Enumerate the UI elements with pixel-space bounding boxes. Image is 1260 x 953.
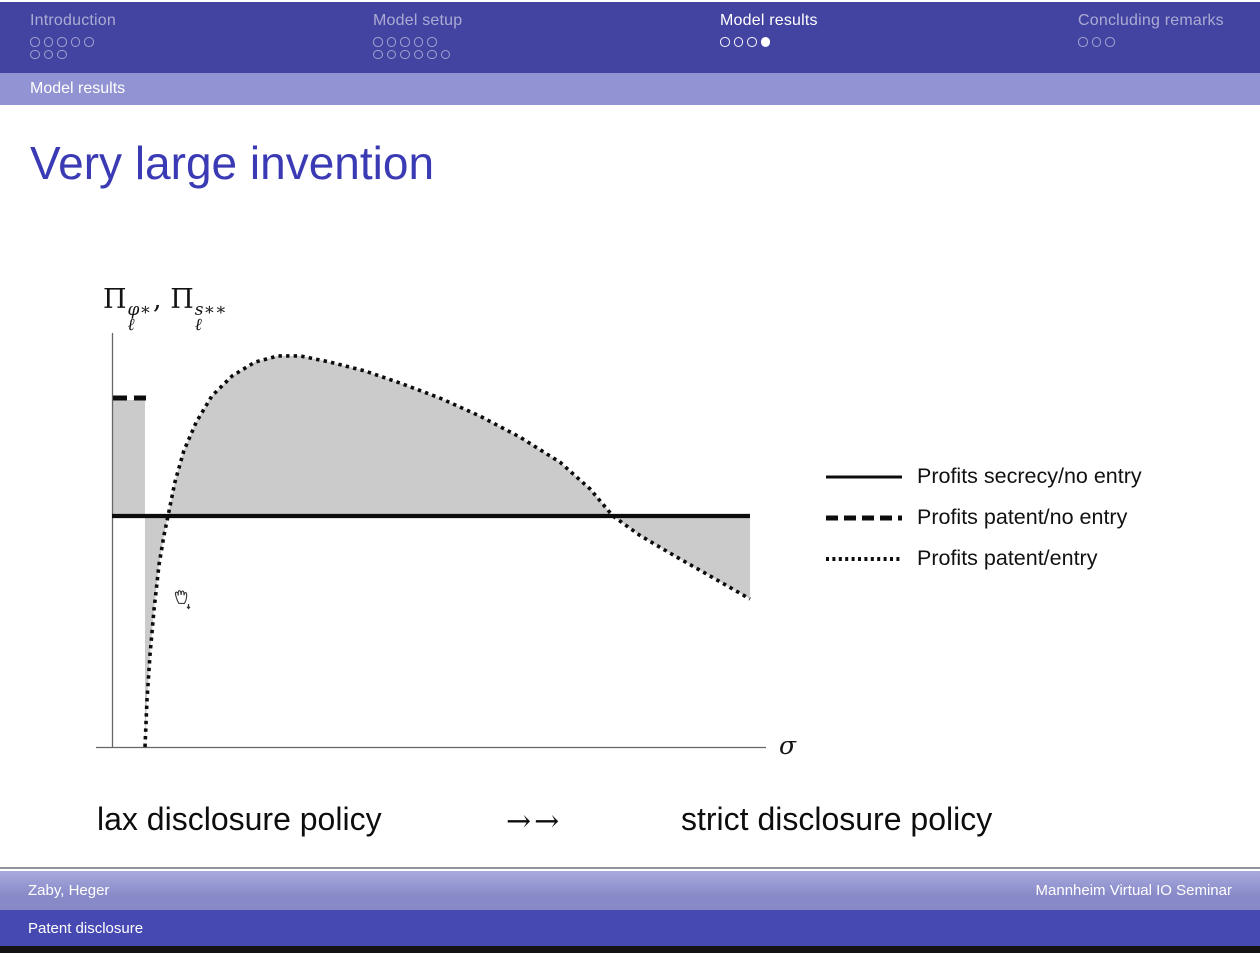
nav-section-label[interactable]: Concluding remarks — [1078, 12, 1224, 29]
section-bar-label: Model results — [30, 80, 126, 97]
nav-dot[interactable] — [84, 37, 94, 47]
shade-left-rectangle — [113, 400, 145, 515]
nav-dot[interactable] — [400, 49, 410, 59]
nav-section-model-setup[interactable]: Model setup — [373, 12, 462, 62]
nav-dot[interactable] — [43, 49, 53, 59]
nav-dots-introduction[interactable] — [30, 37, 116, 59]
footer-short-title: Patent disclosure — [28, 919, 144, 937]
legend-label: Profits secrecy/no entry — [917, 464, 1142, 488]
dotted-line-sample — [826, 556, 902, 561]
nav-dot[interactable] — [1078, 37, 1088, 47]
shade-main-lobe — [168, 355, 613, 516]
nav-dot[interactable] — [43, 37, 53, 47]
nav-dot[interactable] — [30, 49, 40, 59]
nav-dot[interactable] — [413, 37, 423, 47]
nav-bar: Introduction Model setup Model results C… — [0, 2, 1260, 73]
nav-dot[interactable] — [386, 37, 396, 47]
nav-dot[interactable] — [400, 37, 410, 47]
profits-patent-entry-curve — [143, 354, 751, 748]
nav-dot[interactable] — [427, 37, 437, 47]
window-bottom-edge — [0, 946, 1260, 953]
shade-right-triangle — [612, 516, 750, 599]
footer-authors-bar: Zaby, Heger Mannheim Virtual IO Seminar — [0, 871, 1260, 910]
nav-dot[interactable] — [57, 37, 67, 47]
nav-dot[interactable] — [747, 37, 757, 47]
nav-dot[interactable] — [760, 37, 770, 47]
legend-label: Profits patent/entry — [917, 546, 1098, 570]
nav-section-label[interactable]: Model setup — [373, 12, 463, 29]
footer-divider — [0, 867, 1260, 869]
nav-dots-concluding-remarks[interactable] — [1078, 37, 1224, 47]
legend-row-patent-no-entry: Profits patent/no entry — [824, 497, 1142, 538]
nav-dot[interactable] — [413, 49, 423, 59]
caption-lax-policy: lax disclosure policy — [97, 801, 382, 837]
nav-section-model-results[interactable]: Model results — [720, 12, 818, 50]
nav-section-label[interactable]: Introduction — [30, 12, 117, 29]
nav-dot[interactable] — [720, 37, 730, 47]
frame-title: Very large invention — [30, 137, 435, 189]
nav-dot[interactable] — [427, 49, 437, 59]
hand-cursor — [174, 590, 191, 610]
footer-authors: Zaby, Heger — [28, 882, 110, 899]
section-bar: Model results — [0, 73, 1260, 105]
footer-title-bar: Patent disclosure — [0, 910, 1260, 946]
nav-section-concluding-remarks[interactable]: Concluding remarks — [1078, 12, 1224, 50]
nav-dot[interactable] — [373, 37, 383, 47]
nav-dot[interactable] — [733, 37, 743, 47]
legend-row-secrecy: Profits secrecy/no entry — [824, 456, 1142, 497]
nav-dot[interactable] — [373, 49, 383, 59]
nav-dots-model-results[interactable] — [720, 37, 818, 47]
nav-dots-model-setup[interactable] — [373, 37, 462, 59]
chart-legend: Profits secrecy/no entry Profits patent/… — [824, 456, 1142, 579]
nav-section-label[interactable]: Model results — [720, 12, 818, 29]
nav-dot[interactable] — [440, 49, 450, 59]
solid-line-sample — [826, 475, 902, 478]
nav-dot[interactable] — [57, 49, 67, 59]
nav-dot[interactable] — [70, 37, 80, 47]
nav-dot[interactable] — [1105, 37, 1115, 47]
nav-dot[interactable] — [1091, 37, 1101, 47]
legend-row-patent-entry: Profits patent/entry — [824, 538, 1142, 579]
nav-dot[interactable] — [386, 49, 396, 59]
shade-left-sliver — [144, 516, 168, 747]
caption-strict-policy: strict disclosure policy — [681, 801, 993, 837]
nav-section-introduction[interactable]: Introduction — [30, 12, 116, 62]
footer-venue: Mannheim Virtual IO Seminar — [1035, 882, 1232, 899]
nav-dot[interactable] — [30, 37, 40, 47]
caption-arrows: →→ — [506, 804, 563, 839]
dashed-line-sample — [826, 515, 902, 520]
x-axis-label: σ — [779, 731, 797, 760]
legend-label: Profits patent/no entry — [917, 505, 1128, 529]
